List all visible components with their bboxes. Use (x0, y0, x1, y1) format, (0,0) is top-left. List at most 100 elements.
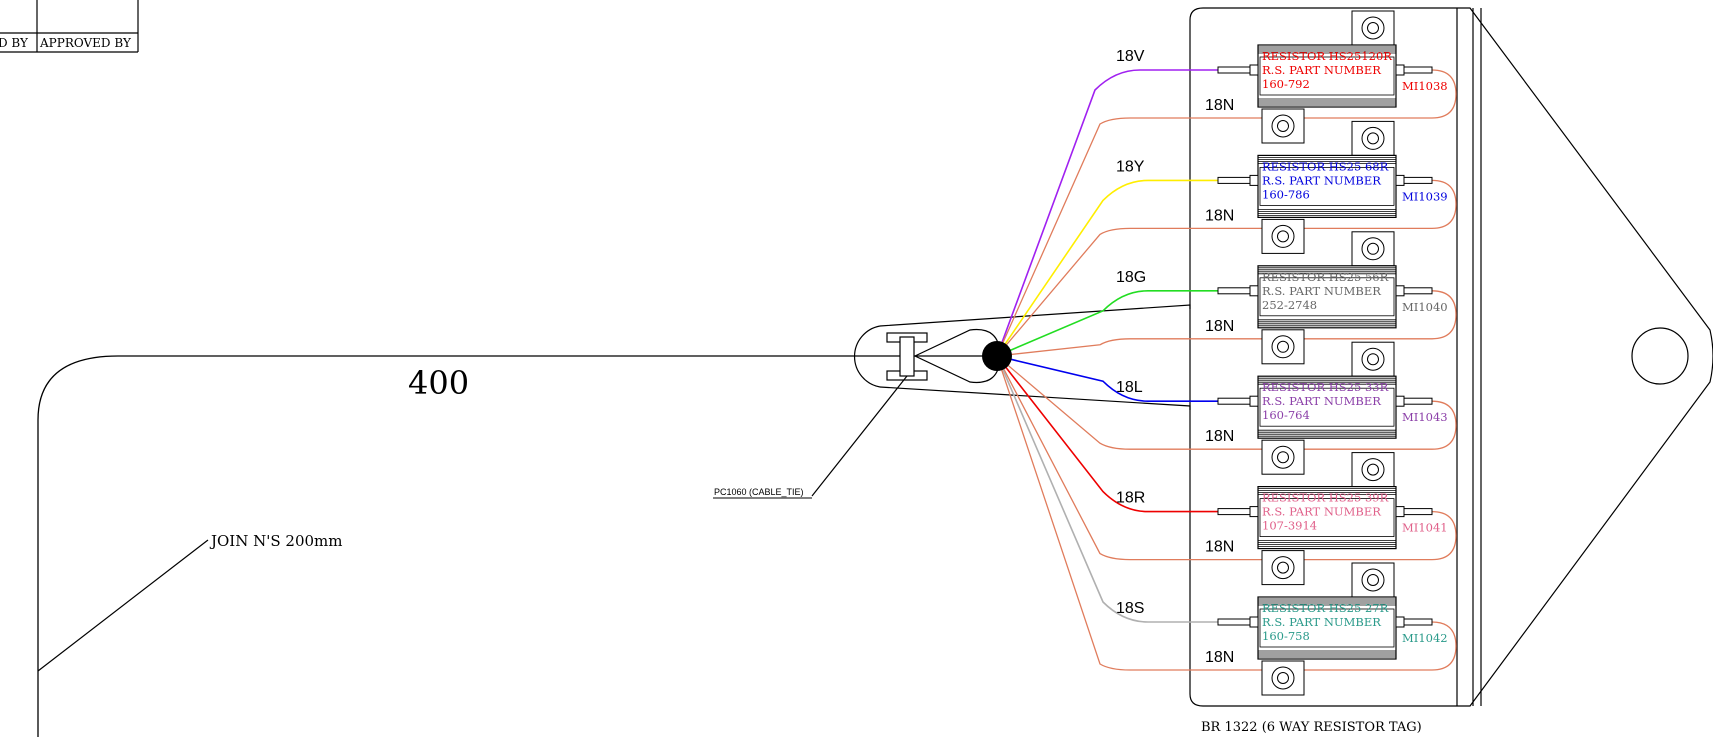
left-lead (1217, 397, 1251, 405)
resistor-label-line1: RESISTOR HS25 27R (1262, 601, 1389, 615)
wire-label: 18R (1116, 490, 1145, 507)
main-cable (37, 355, 990, 737)
left-lead (1217, 66, 1251, 74)
wire-label: 18N (1205, 207, 1234, 224)
resistor-label-line1: RESISTOR HS25120R (1262, 49, 1392, 63)
right-lead (1403, 508, 1433, 516)
resistor-label-line2: R.S. PART NUMBER (1262, 394, 1381, 408)
resistor-tag: MI1040 (1402, 300, 1448, 314)
right-lead (1403, 397, 1433, 405)
mounting-hole-inner (1277, 230, 1289, 243)
join-note: JOIN N'S 200mm (209, 532, 343, 550)
resistor-label-line1: RESISTOR HS25 33R (1262, 380, 1389, 394)
resistor-tag: MI1039 (1402, 189, 1448, 203)
mounting-block (1261, 439, 1305, 475)
resistor-label-line1: RESISTOR HS25 68R (1262, 159, 1389, 173)
mounting-hole-inner (1367, 132, 1379, 145)
neutral-wire (996, 355, 1457, 450)
cable-tie-leader (811, 375, 908, 497)
wire-label-layer: 18V 18N 18Y 18N 18G 18N 18L 18N 18R 18N 18S 18N (1116, 48, 1234, 666)
resistor-label-line2: R.S. PART NUMBER (1262, 284, 1381, 298)
title-block (0, 0, 139, 53)
resistor-label-line2: R.S. PART NUMBER (1262, 615, 1381, 629)
wire-label: 18G (1116, 269, 1146, 286)
join-note-leader (37, 539, 209, 672)
mounting-hole (1271, 556, 1295, 580)
neutral-wire (996, 355, 1457, 671)
mounting-hole-inner (1367, 463, 1379, 476)
mounting-hole (1271, 335, 1295, 359)
wire-label: 18V (1116, 48, 1145, 65)
resistor-label-line2: R.S. PART NUMBER (1262, 505, 1381, 519)
cable-bundle-node (982, 341, 1012, 371)
wire-label: 18Y (1116, 158, 1145, 175)
cable-tie (886, 332, 928, 381)
right-lead (1403, 618, 1433, 626)
mounting-block (1351, 452, 1395, 488)
mounting-hole-inner (1277, 561, 1289, 574)
mounting-hole (1361, 16, 1385, 40)
wire-label: 18N (1205, 539, 1234, 556)
mounting-hole (1361, 237, 1385, 261)
mounting-hole-inner (1277, 672, 1289, 684)
wire-label: 18N (1205, 97, 1234, 114)
mounting-block (1261, 660, 1305, 696)
right-lead (1403, 176, 1433, 184)
left-lead (1217, 618, 1251, 626)
left-lead (1217, 508, 1251, 516)
assembly-label: BR 1322 (6 WAY RESISTOR TAG) (1201, 720, 1422, 735)
mounting-hole (1361, 568, 1385, 592)
mounting-block (1351, 231, 1395, 267)
mounting-block (1351, 120, 1395, 156)
left-lead (1217, 287, 1251, 295)
mounting-hole-inner (1277, 451, 1289, 464)
resistor-label-line3: 160-764 (1262, 408, 1310, 422)
signal-wire (996, 355, 1218, 623)
resistor-label-line1: RESISTOR HS25 39R (1262, 491, 1389, 505)
resistor-label-line2: R.S. PART NUMBER (1262, 63, 1381, 77)
right-lead (1403, 66, 1433, 74)
resistor-label-line3: 107-3914 (1262, 519, 1317, 533)
wires-layer (996, 69, 1457, 671)
resistor-label-line3: 252-2748 (1262, 298, 1317, 312)
mounting-block (1261, 329, 1305, 365)
mounting-hole (1361, 126, 1385, 150)
resistor-label-line3: 160-786 (1262, 187, 1310, 201)
signal-wire (996, 290, 1218, 357)
title-block-left-label: D BY (0, 36, 29, 50)
mounting-hole-inner (1277, 120, 1289, 132)
mounting-hole-inner (1367, 242, 1379, 255)
wire-label: 18L (1116, 379, 1143, 396)
resistor-tag: MI1038 (1402, 79, 1448, 93)
mounting-block (1351, 562, 1395, 598)
mounting-hole (1271, 114, 1295, 138)
resistor-label-line2: R.S. PART NUMBER (1262, 173, 1381, 187)
mounting-hole (1361, 347, 1385, 371)
wire-label: 18N (1205, 649, 1234, 666)
mounting-block (1261, 108, 1305, 144)
cable-tie-label: PC1060 (CABLE_TIE) (714, 487, 804, 497)
right-lead (1403, 287, 1433, 295)
resistor-label-line3: 160-758 (1262, 629, 1310, 643)
wire-label: 18N (1205, 428, 1234, 445)
wire-label: 18S (1116, 600, 1144, 617)
mounting-block (1261, 550, 1305, 586)
mounting-block (1351, 10, 1395, 46)
mounting-hole-inner (1367, 353, 1379, 366)
mounting-block (1261, 218, 1305, 254)
neutral-wire (996, 290, 1457, 357)
resistor-tag: MI1042 (1402, 631, 1448, 645)
resistor-tag: MI1041 (1402, 521, 1448, 535)
signal-wire (996, 355, 1218, 402)
mounting-hole (1271, 224, 1295, 248)
resistor-tag: MI1043 (1402, 410, 1448, 424)
signal-wire (996, 355, 1218, 513)
cable-length-dimension: 400 (408, 364, 469, 402)
mounting-hole (1271, 445, 1295, 469)
